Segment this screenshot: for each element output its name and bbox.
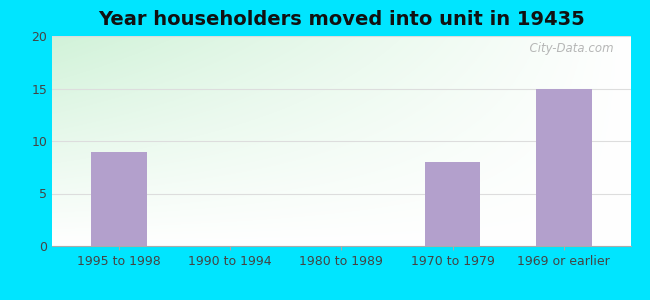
Title: Year householders moved into unit in 19435: Year householders moved into unit in 194… <box>98 10 584 29</box>
Bar <box>91 152 146 246</box>
Bar <box>424 162 480 246</box>
Text: City-Data.com: City-Data.com <box>521 42 613 55</box>
Bar <box>536 88 592 246</box>
